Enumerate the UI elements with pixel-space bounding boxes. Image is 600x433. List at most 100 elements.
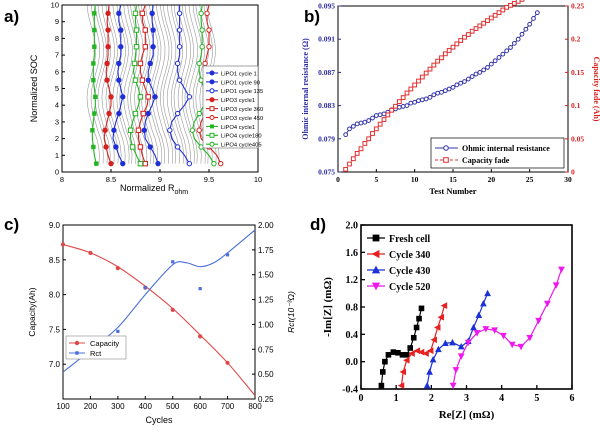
y-tick-label-left-c: 8.0	[49, 291, 61, 300]
data-point	[137, 160, 144, 167]
data-point	[92, 44, 97, 49]
y-tick-label-d: 1.2	[346, 275, 359, 286]
y-tick-label-left-b: 0.091	[318, 35, 335, 44]
data-point	[116, 110, 122, 117]
series-fresh-cell	[378, 305, 425, 389]
data-point	[408, 350, 415, 357]
data-point	[389, 107, 395, 113]
data-point	[426, 368, 433, 375]
data-point	[440, 302, 448, 309]
x-tick-label-d: 4	[499, 393, 504, 404]
x-tick-label-d: 0	[359, 393, 364, 404]
legend-entry: LiPO3 cycle 450	[221, 116, 263, 122]
data-point	[449, 382, 457, 390]
x-tick-label-b: 10	[411, 175, 419, 184]
data-point	[412, 82, 418, 88]
y-tick-label-a: 3	[55, 117, 59, 126]
x-axis-label-subscript-a: ohm	[175, 189, 189, 196]
data-point	[170, 307, 175, 313]
data-point	[139, 10, 146, 17]
data-point	[366, 136, 372, 142]
data-point	[508, 2, 513, 8]
data-point	[381, 117, 387, 122]
data-point	[519, 0, 525, 2]
y-tick-label-right-b: 0.15	[571, 68, 584, 77]
data-point	[385, 112, 391, 118]
data-point	[350, 156, 356, 162]
background-curve	[177, 4, 191, 164]
data-point	[92, 11, 97, 16]
data-point	[484, 289, 491, 297]
data-point	[373, 113, 379, 118]
data-point	[142, 44, 149, 50]
x-axis-label-d: Re[Z] (mΩ)	[439, 409, 495, 421]
data-point	[465, 76, 471, 82]
data-point	[500, 7, 506, 13]
data-point	[202, 60, 208, 67]
data-point	[106, 110, 112, 117]
data-point	[408, 86, 414, 92]
data-point	[515, 36, 521, 42]
data-point	[423, 70, 429, 76]
data-point	[362, 141, 368, 146]
background-curve	[192, 4, 206, 164]
legend-marker	[371, 249, 380, 259]
legend-entry: LiPO1 cycle 90	[221, 80, 260, 86]
background-curve	[162, 4, 176, 164]
legend-entry: LiPO3 cycle 360	[221, 107, 263, 113]
y-tick-label-a: 2	[55, 134, 59, 143]
data-point	[139, 77, 146, 83]
legend-entry: LiPO1 cycle 1	[221, 71, 257, 77]
y-tick-label-left-c: 7.0	[49, 360, 61, 369]
data-point	[408, 100, 414, 106]
data-point	[108, 94, 114, 100]
legend-marker	[209, 115, 215, 120]
y-tick-label-a: 7	[55, 51, 59, 60]
series-lipo1-cycle-90	[141, 4, 161, 167]
data-point	[380, 369, 386, 375]
x-tick-label-a: 9	[158, 175, 162, 184]
x-tick-label-d: 6	[570, 393, 575, 404]
data-point	[462, 79, 467, 84]
data-point	[366, 118, 372, 123]
y-axis-label-right-b: Capacity fade (Ah)	[592, 57, 600, 122]
data-point	[431, 62, 437, 68]
data-point	[198, 287, 202, 291]
legend-marker	[209, 132, 215, 138]
background-curve	[127, 4, 141, 164]
data-point	[465, 32, 471, 37]
series-lipo4-cycle180	[127, 4, 144, 167]
data-point	[225, 253, 230, 257]
data-point	[508, 45, 513, 50]
data-point	[446, 48, 452, 53]
data-point	[385, 352, 392, 358]
y-tick-label-left-b: 0.079	[318, 134, 335, 143]
data-point	[105, 44, 111, 50]
data-point	[155, 160, 161, 167]
data-point	[354, 151, 360, 156]
data-point	[412, 99, 418, 105]
data-point	[534, 10, 540, 16]
x-tick-label-c: 700	[221, 402, 235, 411]
data-point	[485, 18, 490, 24]
background-curve	[134, 4, 148, 164]
data-point	[544, 300, 551, 308]
x-axis-label-c: Cycles	[145, 415, 173, 425]
data-point	[480, 299, 487, 307]
data-point	[377, 121, 383, 127]
data-point	[452, 367, 460, 374]
legend-entry: LiPO4 cycle180	[221, 134, 262, 140]
data-point	[397, 382, 405, 389]
data-point	[218, 160, 224, 167]
data-point	[108, 160, 114, 167]
background-curve	[170, 4, 184, 164]
data-point	[435, 58, 441, 64]
data-point	[370, 115, 375, 121]
data-point	[113, 144, 119, 150]
data-point	[423, 381, 431, 389]
fit-curve	[62, 243, 256, 396]
x-tick-label-b: 0	[336, 175, 340, 184]
data-point	[132, 77, 139, 83]
legend-entry: LiPO4 cycle405	[221, 143, 262, 149]
legend-entry: LiPO4 cycle1	[221, 125, 255, 131]
